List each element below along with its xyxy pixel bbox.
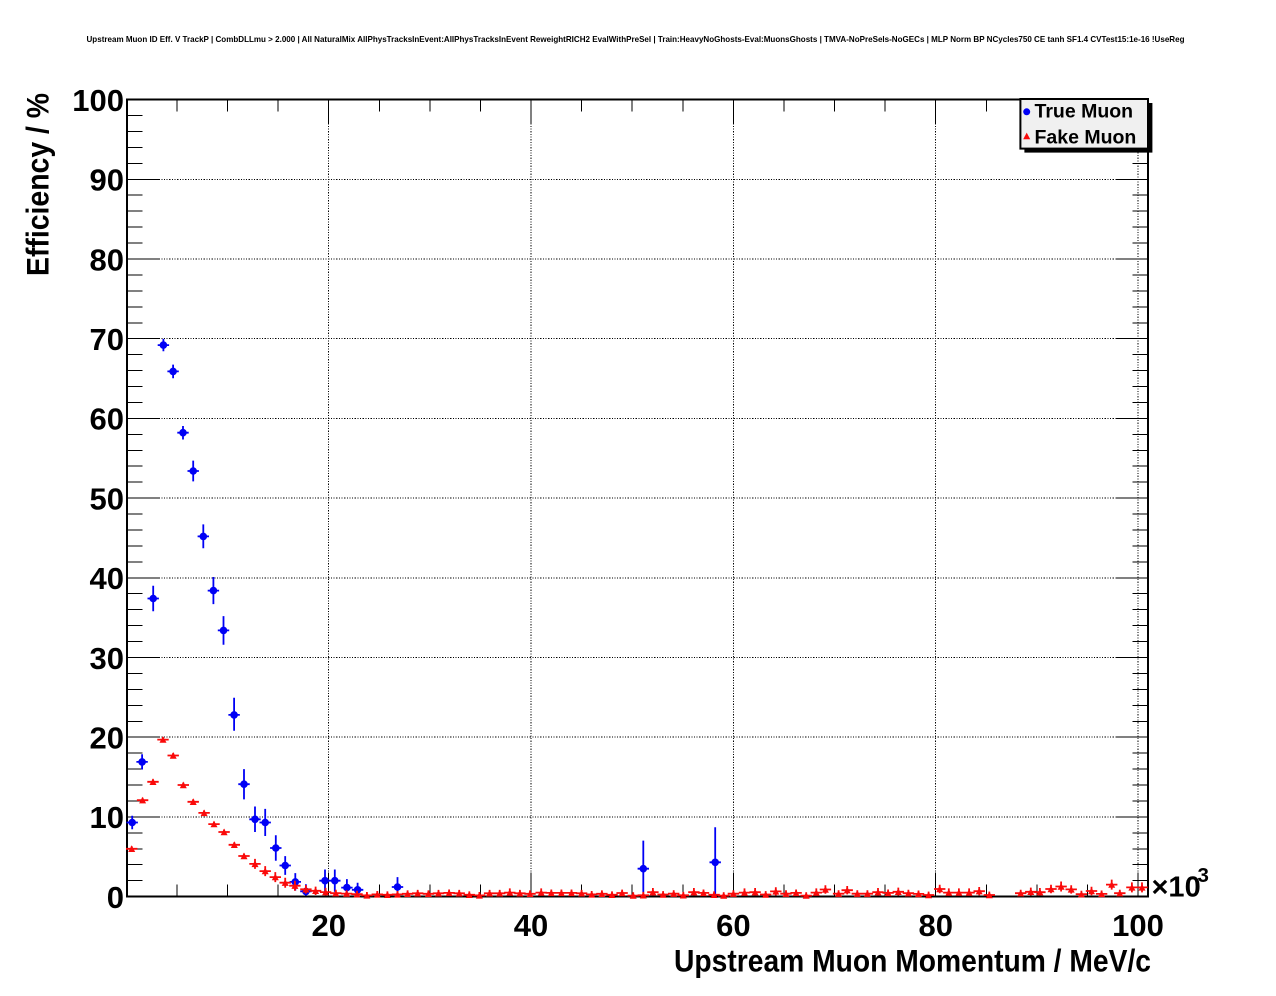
svg-text:40: 40 (90, 561, 124, 596)
svg-text:0: 0 (107, 880, 124, 915)
svg-text:100: 100 (72, 83, 124, 118)
svg-text:×10: ×10 (1152, 872, 1201, 904)
svg-text:True Muon: True Muon (1035, 101, 1134, 123)
svg-text:30: 30 (90, 641, 124, 676)
svg-text:100: 100 (1112, 908, 1164, 943)
svg-text:Fake Muon: Fake Muon (1035, 126, 1137, 148)
svg-text:3: 3 (1198, 864, 1209, 887)
svg-text:20: 20 (311, 908, 345, 943)
svg-text:60: 60 (90, 402, 124, 437)
svg-text:40: 40 (514, 908, 548, 943)
svg-text:80: 80 (918, 908, 952, 943)
svg-text:50: 50 (90, 481, 124, 516)
svg-text:10: 10 (90, 800, 124, 835)
svg-text:70: 70 (90, 322, 124, 357)
svg-text:Upstream Muon ID Eff. V TrackP: Upstream Muon ID Eff. V TrackP | CombDLL… (87, 34, 1185, 44)
svg-text:Upstream Muon Momentum / MeV/c: Upstream Muon Momentum / MeV/c (674, 942, 1151, 978)
svg-text:90: 90 (90, 163, 124, 198)
svg-text:60: 60 (716, 908, 750, 943)
svg-text:20: 20 (90, 721, 124, 756)
svg-text:Efficiency / %: Efficiency / % (19, 93, 55, 276)
svg-text:80: 80 (90, 242, 124, 277)
